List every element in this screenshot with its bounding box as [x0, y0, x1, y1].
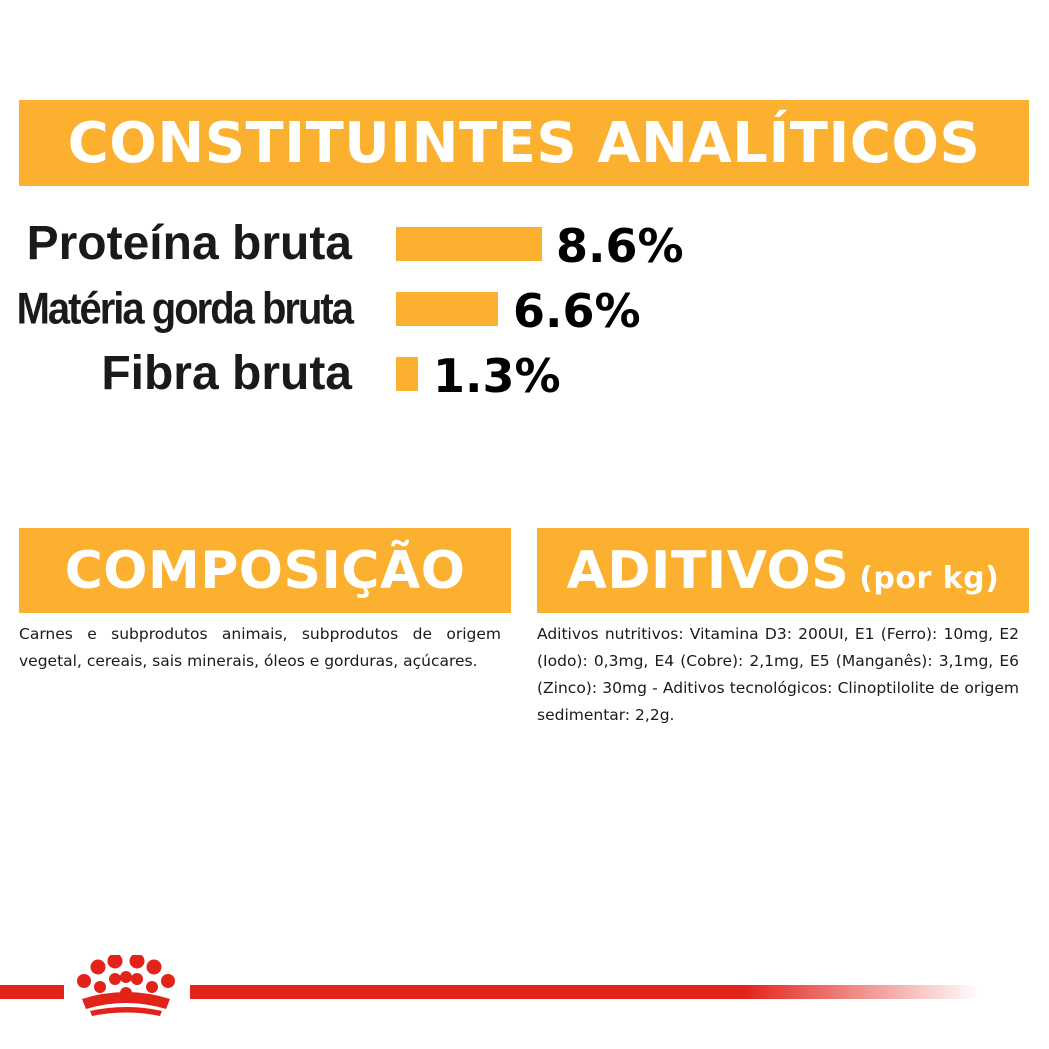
composition-text: Carnes e subprodutos animais, subproduto… — [19, 625, 501, 670]
analytics-label: Fibra bruta — [101, 347, 352, 400]
analytics-label: Proteína bruta — [26, 217, 352, 270]
composition-title: COMPOSIÇÃO — [64, 540, 466, 601]
analytics-value: 1.3% — [433, 349, 561, 403]
analytics-title: CONSTITUINTES ANALÍTICOS — [67, 110, 981, 176]
analytics-bar — [396, 227, 542, 261]
royal-canin-crown-icon — [77, 955, 175, 1016]
footer-red-line-right — [190, 985, 980, 999]
analytics-row-fiber: Fibra bruta 1.3% — [0, 341, 1049, 407]
additives-title-suffix: (por kg) — [859, 561, 1000, 596]
analytics-bar — [396, 292, 498, 326]
additives-title: ADITIVOS — [566, 540, 850, 601]
additives-title-banner: ADITIVOS (por kg) — [537, 528, 1029, 613]
analytics-title-banner: CONSTITUINTES ANALÍTICOS — [19, 100, 1029, 186]
additives-text: Aditivos nutritivos: Vitamina D3: 200UI,… — [537, 625, 1019, 724]
footer-red-line-left — [0, 985, 64, 999]
analytics-label: Matéria gorda bruta — [16, 284, 354, 334]
analytics-value: 8.6% — [556, 219, 684, 273]
analytics-bar — [396, 357, 418, 391]
analytics-row-fat: Matéria gorda bruta 6.6% — [0, 276, 1049, 342]
analytics-row-protein: Proteína bruta 8.6% — [0, 211, 1049, 277]
analytics-value: 6.6% — [513, 284, 641, 338]
composition-title-banner: COMPOSIÇÃO — [19, 528, 511, 613]
